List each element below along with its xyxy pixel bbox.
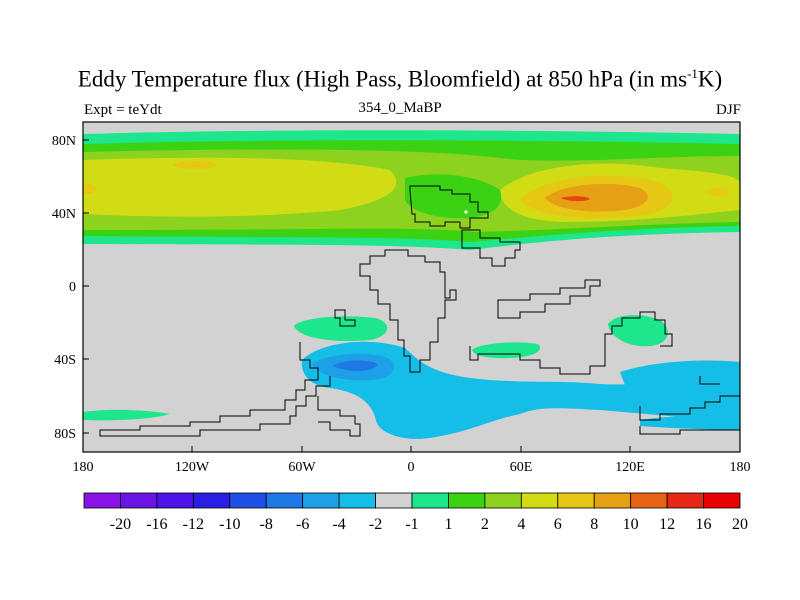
sh-teal-patch-atlantic	[294, 316, 388, 342]
coast-africa	[359, 249, 457, 373]
colorbar-label: 20	[732, 516, 748, 533]
sh-teal-patch-australia	[608, 315, 668, 347]
nh-orange-spot	[173, 161, 217, 169]
nh-orange-spot-east	[706, 188, 730, 196]
coast-antarctic-west	[317, 396, 361, 437]
x-axis-labels: 180 120W 60W 0 60E 120E 180	[73, 460, 751, 475]
coast-eurasia	[409, 185, 489, 229]
colorbar-label: -20	[110, 516, 131, 533]
nh-dark-orange-core	[545, 183, 648, 212]
colorbar-box	[520, 492, 559, 509]
colorbar-box	[83, 492, 121, 509]
colorbar-box	[338, 492, 376, 509]
sh-teal-patch-west	[83, 409, 170, 421]
colorbar-box	[302, 492, 340, 509]
colorbar-label: 2	[481, 516, 489, 533]
colorbar-box	[192, 492, 231, 509]
colorbar-label: 10	[623, 516, 639, 533]
colorbar-label: -6	[296, 516, 309, 533]
experiment-label: Expt = teYdt	[84, 102, 162, 118]
colorbar-box	[557, 492, 595, 509]
coast-east-edge	[699, 376, 720, 385]
colorbar-label: 16	[696, 516, 712, 533]
sh-cyan-east	[620, 360, 740, 410]
sh-cyan-main	[301, 341, 740, 439]
y-tick-label: 40S	[54, 353, 76, 368]
colorbar-label: 8	[590, 516, 598, 533]
y-tick-label: 80S	[54, 427, 76, 442]
colorbar-label: 4	[517, 516, 525, 533]
colorbar-box	[703, 492, 741, 509]
colorbar-label: -12	[183, 516, 204, 533]
colorbar-box	[229, 492, 267, 509]
colorbar-box	[411, 492, 449, 509]
coast-southern-atlantic	[99, 342, 331, 437]
map-title: Eddy Temperature flux (High Pass, Bloomf…	[0, 66, 800, 93]
colorbar-box	[484, 492, 522, 509]
colorbar-label: -4	[332, 516, 345, 533]
colorbar-box	[593, 492, 632, 509]
colorbar-box	[448, 492, 486, 509]
nh-green-jet-gap	[405, 174, 502, 219]
coast-asia-south	[461, 229, 521, 267]
y-tick-label: 0	[69, 280, 76, 295]
nh-orange-spot-west	[83, 184, 96, 194]
colorbar-label: 1	[444, 516, 452, 533]
y-tick-label: 40N	[52, 207, 76, 222]
coast-australia-line	[469, 311, 673, 375]
colorbar-box	[666, 492, 704, 509]
colorbar-label: 6	[554, 516, 562, 533]
season-label: DJF	[715, 102, 741, 118]
title-main: Eddy Temperature flux (High Pass, Bloomf…	[77, 66, 688, 92]
sh-blue-core-small	[332, 360, 378, 372]
x-tick-label: 120E	[615, 460, 645, 475]
title-suffix: K)	[697, 66, 723, 92]
colorbar-label: -10	[219, 516, 240, 533]
colorbar-box	[120, 492, 158, 509]
colorbar-label: -1	[405, 516, 418, 533]
title-superscript: -1	[687, 66, 698, 81]
colorbar-label: -8	[260, 516, 273, 533]
tick-marks	[82, 139, 741, 452]
coastlines	[99, 185, 740, 437]
colorbar-label: -2	[369, 516, 382, 533]
period-label: 354_0_MaBP	[358, 100, 442, 116]
x-tick-label: 60E	[510, 460, 533, 475]
coast-indian-arc	[497, 279, 601, 319]
x-tick-label: 120W	[175, 460, 210, 475]
field-layer	[83, 122, 740, 452]
x-tick-label: 180	[730, 460, 751, 475]
colorbar: -20 -16 -12 -10 -8 -6 -4 -2 -1 1 2 4 6 8 10 12 16 20	[83, 492, 748, 533]
nh-red-core	[560, 196, 590, 202]
x-tick-label: 60W	[288, 460, 316, 475]
colorbar-box	[375, 492, 413, 509]
y-axis-labels: 80N 40N 0 40S 80S	[52, 134, 76, 442]
colorbar-label: -16	[146, 516, 167, 533]
x-tick-label: 0	[408, 460, 415, 475]
y-tick-label: 80N	[52, 134, 76, 149]
station-marker	[464, 210, 468, 214]
nh-yellow-band	[83, 157, 397, 217]
colorbar-box	[156, 492, 194, 509]
sh-cyan-far-east	[640, 416, 740, 430]
colorbar-label: 12	[659, 516, 675, 533]
coast-west-patch	[334, 309, 356, 327]
coast-antarctic-east	[639, 395, 740, 435]
x-tick-label: 180	[73, 460, 94, 475]
colorbar-box	[265, 492, 304, 509]
colorbar-box	[630, 492, 668, 509]
